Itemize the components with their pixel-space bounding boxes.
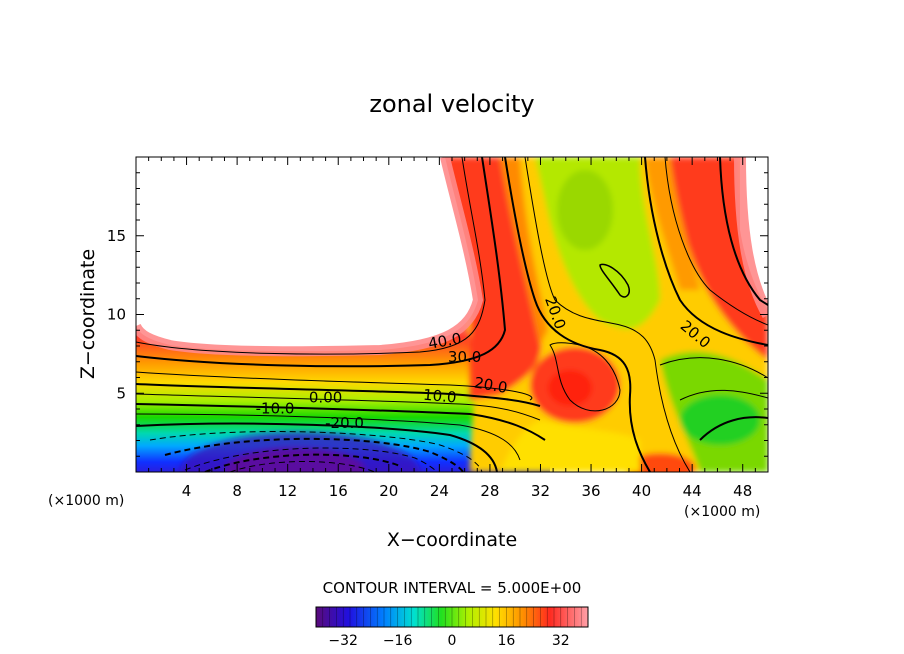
contour-neg5 (149, 431, 483, 472)
x-tick-label: 36 (581, 482, 600, 500)
contour-neg15 (184, 447, 438, 472)
colorbar-tick-label: 16 (497, 633, 515, 649)
x-tick-label: 8 (232, 482, 242, 500)
colorbar-tick-label: 0 (448, 633, 457, 649)
y-tick-label: 15 (107, 227, 126, 245)
contour-15 (136, 393, 541, 421)
contour-label: 0.00 (309, 389, 342, 407)
y-axis-title: Z−coordinate (77, 249, 99, 379)
contour-label: -10.0 (256, 400, 295, 418)
x-tick-label: 4 (182, 482, 192, 500)
x-tick-label: 44 (683, 482, 702, 500)
right-column-orange (645, 157, 700, 290)
x-tick-label: 24 (430, 482, 449, 500)
x-tick-label: 40 (632, 482, 651, 500)
contour-closed-blob (549, 342, 621, 412)
colorbar-tick-label: −16 (383, 633, 413, 649)
colorbar-tick-label: 32 (552, 633, 570, 649)
contour-interval-label: CONTOUR INTERVAL = 5.000E+00 (323, 579, 582, 597)
contour-15-lower-right (659, 357, 768, 379)
x-unit-label-right: (×1000 m) (684, 504, 760, 520)
undefined-region (136, 157, 478, 352)
contour-0 (136, 422, 498, 472)
contour-30-right (719, 157, 768, 306)
x-unit-label-left: (×1000 m) (48, 493, 124, 509)
negative-core-inner (225, 448, 365, 472)
contour-label: 20.0 (473, 373, 509, 397)
contour-label: 30.0 (448, 348, 481, 366)
column-left-flank (440, 157, 542, 400)
y-tick-label: 5 (116, 384, 126, 402)
contour-5-lower-right (699, 416, 768, 441)
contour-20-column (504, 157, 651, 472)
contour-neg20 (204, 453, 401, 472)
contour-30 (136, 157, 507, 368)
contour-label: -20.0 (325, 414, 364, 432)
contour-label: 10.0 (422, 386, 457, 407)
x-tick-label: 20 (379, 482, 398, 500)
column-green-center (557, 170, 613, 250)
colorbar-ticks: −32 −16 0 16 32 (315, 607, 589, 649)
x-axis-ticks: 4 8 12 16 20 24 28 32 36 40 44 48 (148, 157, 756, 500)
contour-label: 40.0 (427, 329, 463, 353)
contour-25 (136, 371, 533, 401)
contour-20-right (644, 157, 768, 346)
pink-rim-right (734, 157, 768, 318)
contour-20 (136, 383, 541, 407)
contour-25-right (664, 157, 768, 326)
contour-5 (136, 413, 521, 461)
contour-40 (136, 157, 486, 355)
x-tick-label: 12 (278, 482, 297, 500)
lower-right-green-core (680, 395, 760, 445)
x-axis-title: X−coordinate (387, 529, 517, 551)
x-tick-label: 32 (531, 482, 550, 500)
x-tick-label: 16 (329, 482, 348, 500)
y-axis-ticks: 5 10 15 (107, 172, 768, 457)
contour-closed-small (599, 263, 630, 298)
contour-10-lower-right (679, 389, 768, 401)
central-red-core (548, 370, 592, 406)
chart-title: zonal velocity (369, 90, 534, 118)
contour-10 (136, 403, 546, 441)
contour-15-column (524, 157, 691, 472)
undefined-region-right (740, 157, 768, 310)
y-tick-label: 10 (107, 306, 126, 324)
x-tick-label: 48 (733, 482, 752, 500)
colorbar: −32 −16 0 16 32 (315, 606, 589, 649)
contour-neg10 (164, 437, 464, 472)
colorbar-tick-label: −32 (328, 633, 358, 649)
contour-lines (136, 157, 768, 472)
contour-neg25 (229, 461, 376, 472)
x-tick-label: 28 (480, 482, 499, 500)
pink-rim (136, 157, 484, 357)
